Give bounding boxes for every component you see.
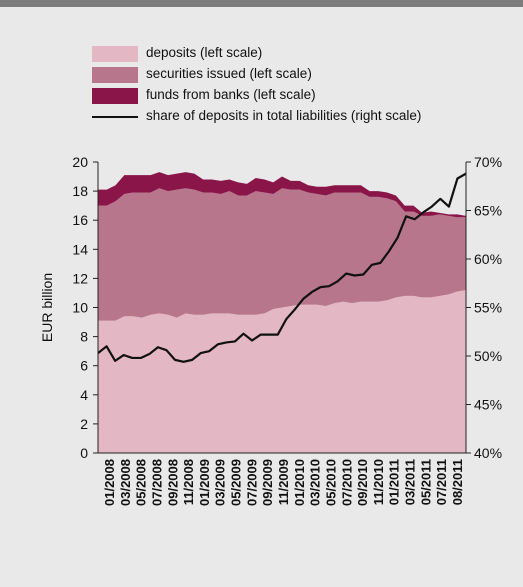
right-tick-label: 50%	[474, 348, 502, 364]
x-tick-label: 09/2009	[260, 459, 275, 506]
x-tick-label: 05/2011	[418, 459, 433, 505]
right-tick-label: 55%	[474, 300, 502, 316]
right-tick-label: 70%	[474, 154, 502, 170]
x-tick-label: 08/2011	[450, 459, 465, 505]
area-securities-issued	[98, 188, 466, 321]
y-axis-title: EUR billion	[39, 273, 55, 342]
right-tick-label: 45%	[474, 397, 502, 413]
x-tick-label: 11/2009	[276, 459, 291, 505]
left-tick-label: 18	[72, 183, 88, 199]
x-tick-label: 03/2009	[213, 459, 228, 506]
left-tick-label: 16	[72, 212, 88, 228]
x-tick-label: 09/2008	[165, 459, 180, 506]
left-tick-label: 20	[72, 154, 88, 170]
right-tick-label: 40%	[474, 445, 502, 461]
x-tick-label: 07/2010	[339, 459, 354, 506]
left-tick-label: 6	[80, 358, 88, 374]
x-tick-label: 01/2009	[197, 459, 212, 506]
x-tick-label: 01/2008	[102, 459, 117, 506]
legend-label-securities: securities issued (left scale)	[146, 66, 312, 81]
left-tick-label: 2	[80, 416, 88, 432]
x-tick-label: 11/2008	[181, 459, 196, 505]
x-tick-label: 11/2010	[371, 459, 386, 505]
top-rule	[0, 0, 523, 7]
x-tick-label: 07/2008	[149, 459, 164, 506]
legend-swatch-share	[92, 116, 138, 118]
x-tick-label: 07/2009	[244, 459, 259, 506]
left-tick-label: 10	[72, 300, 88, 316]
x-tick-label: 03/2010	[308, 459, 323, 506]
left-tick-label: 12	[72, 270, 88, 286]
legend-swatch-securities	[92, 67, 138, 83]
right-tick-label: 65%	[474, 203, 502, 219]
x-tick-label: 05/2010	[323, 459, 338, 506]
x-tick-label: 05/2008	[134, 459, 149, 506]
x-tick-label: 01/2011	[387, 459, 402, 505]
left-tick-label: 0	[80, 445, 88, 461]
legend-label-funds: funds from banks (left scale)	[146, 87, 316, 102]
left-tick-label: 8	[80, 329, 88, 345]
legend-swatch-funds	[92, 88, 138, 104]
x-tick-label: 09/2010	[355, 459, 370, 506]
x-tick-label: 07/2011	[434, 459, 449, 505]
legend-label-share: share of deposits in total liabilities (…	[146, 108, 422, 123]
left-tick-label: 14	[72, 241, 88, 257]
left-tick-label: 4	[80, 387, 88, 403]
x-tick-label: 05/2009	[229, 459, 244, 506]
area-funds-from-banks	[98, 172, 466, 218]
legend-label-deposits: deposits (left scale)	[146, 45, 263, 60]
x-tick-label: 03/2008	[118, 459, 133, 506]
legend-swatch-deposits	[92, 46, 138, 62]
x-tick-label: 03/2011	[403, 459, 418, 505]
line-share-of-deposits	[97, 172, 467, 363]
area-deposits	[98, 290, 466, 453]
x-tick-label: 01/2010	[292, 459, 307, 506]
right-tick-label: 60%	[474, 251, 502, 267]
